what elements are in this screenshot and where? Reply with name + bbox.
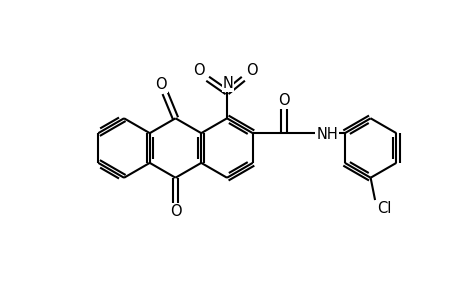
Text: O: O bbox=[246, 63, 257, 78]
Text: O: O bbox=[278, 93, 289, 108]
Text: O: O bbox=[169, 204, 181, 219]
Text: Cl: Cl bbox=[376, 201, 391, 216]
Text: O: O bbox=[193, 63, 204, 78]
Text: O: O bbox=[155, 77, 167, 92]
Text: NH: NH bbox=[315, 127, 337, 142]
Text: N: N bbox=[222, 76, 233, 91]
